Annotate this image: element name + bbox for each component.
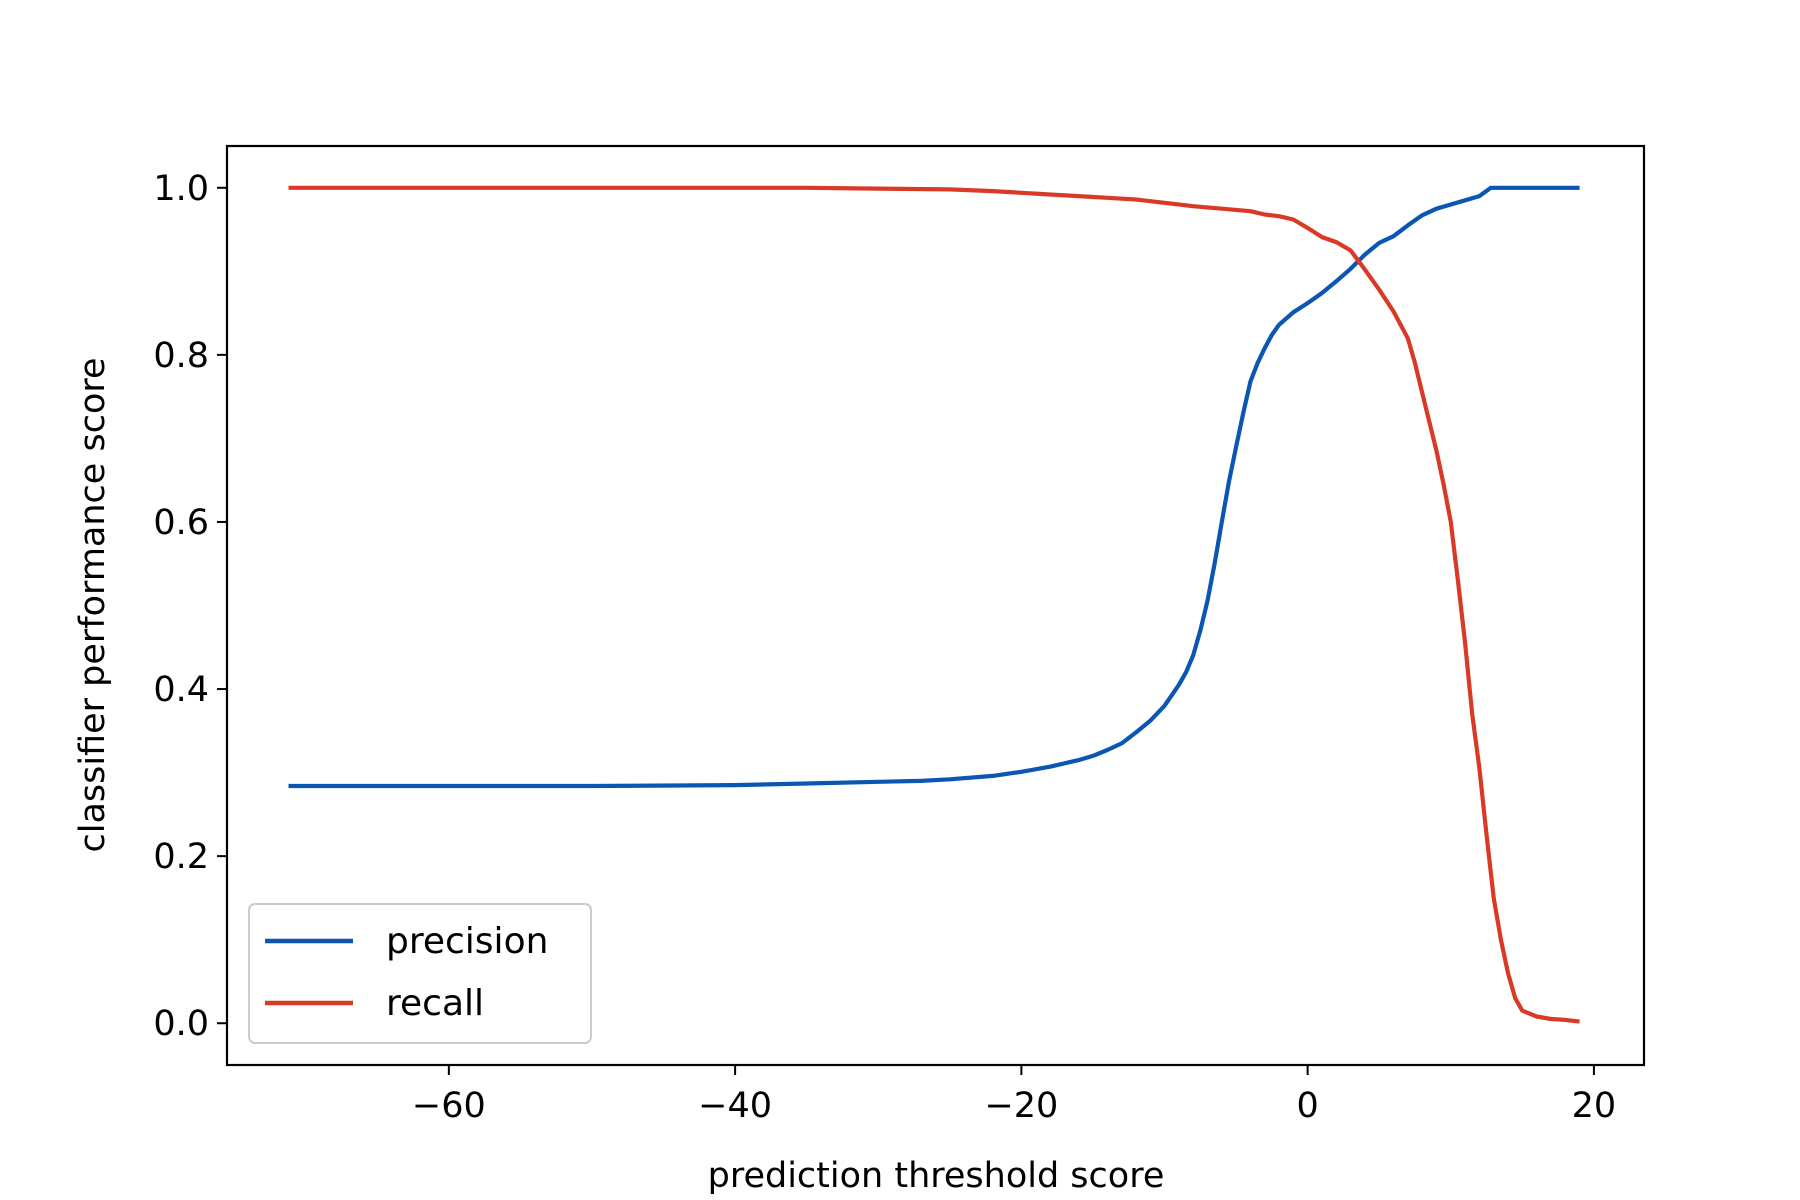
x-tick-label: 20 [1572, 1086, 1617, 1126]
x-tick-label: −20 [984, 1086, 1058, 1126]
y-axis-ticks: 0.0 0.2 0.4 0.6 0.8 1.0 [153, 169, 227, 1044]
x-tick-label: −60 [412, 1086, 486, 1126]
y-axis-label: classifier performance score [73, 357, 113, 852]
y-tick-label: 0.4 [153, 670, 209, 710]
legend: precision recall [248, 903, 592, 1044]
x-tick-label: 0 [1297, 1086, 1319, 1126]
y-tick-label: 0.6 [153, 503, 209, 543]
legend-label-recall: recall [386, 983, 484, 1024]
plot-area [288, 185, 1580, 1024]
x-axis-label: prediction threshold score [708, 1156, 1165, 1196]
x-axis-ticks: −60 −40 −20 0 20 [412, 1065, 1616, 1126]
y-tick-label: 1.0 [153, 169, 209, 209]
legend-label-precision: precision [386, 921, 548, 962]
recall-line [288, 185, 1580, 1024]
y-tick-label: 0.0 [153, 1004, 209, 1044]
axes-frame [225, 144, 1646, 1067]
y-tick-label: 0.2 [153, 837, 209, 877]
y-tick-label: 0.8 [153, 336, 209, 376]
x-tick-label: −40 [698, 1086, 772, 1126]
precision-line [288, 185, 1580, 789]
